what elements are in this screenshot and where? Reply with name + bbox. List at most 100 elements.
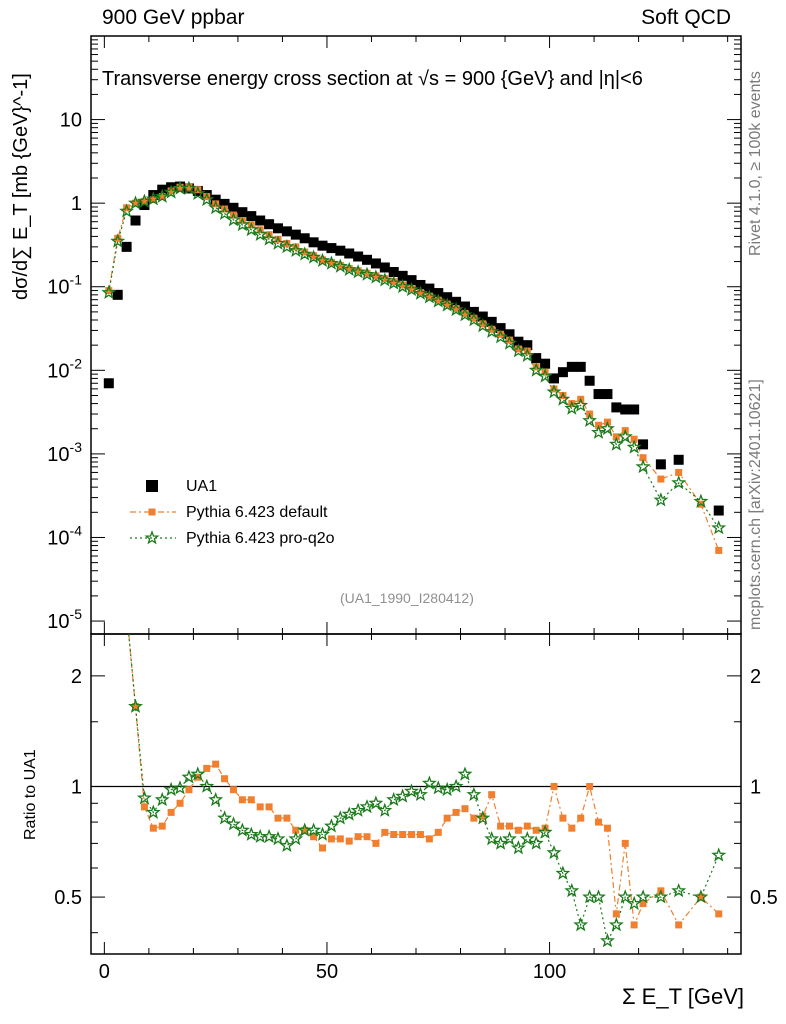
ratio-proq2o-point	[653, 889, 669, 904]
ua1-point	[379, 262, 390, 273]
ratio-axis-label-text: Ratio to UA1	[22, 749, 39, 840]
default-point	[559, 391, 567, 399]
ratio-default-point	[434, 828, 442, 836]
y-tick-label: 10-1	[47, 272, 82, 299]
ratio-proq2o-point	[306, 822, 322, 837]
ua1-point	[468, 306, 479, 317]
ratio-proq2o-point	[234, 822, 250, 837]
ua1-point	[344, 248, 355, 259]
proq2o-point	[430, 293, 446, 308]
ua1-point	[522, 340, 533, 351]
legend-label-default: Pythia 6.423 default	[186, 504, 328, 521]
proq2o-point	[439, 297, 455, 312]
ratio-proq2o-point	[457, 766, 473, 781]
ratio-default-point	[176, 799, 184, 807]
default-point	[114, 234, 122, 242]
default-point	[185, 183, 193, 191]
ratio-default-point	[408, 831, 416, 839]
default-point	[105, 287, 113, 295]
proq2o-point	[252, 226, 268, 241]
proq2o-point	[145, 191, 161, 206]
ratio-default-point	[715, 910, 723, 918]
ua1-point	[549, 373, 560, 384]
ua1-point	[362, 254, 373, 265]
ratio-default-point	[497, 822, 505, 830]
ratio-default-point	[523, 822, 531, 830]
default-point	[194, 186, 202, 194]
ua1-point	[317, 240, 328, 251]
ratio-default-point	[550, 782, 558, 790]
default-point	[470, 314, 478, 322]
ua1-point	[335, 245, 346, 256]
default-point	[630, 435, 638, 443]
ratio-proq2o-point	[226, 816, 241, 831]
proq2o-point	[350, 264, 366, 279]
proq2o-point	[226, 211, 241, 227]
proq2o-point	[359, 266, 375, 281]
proq2o-point	[279, 239, 295, 254]
ratio-proq2o-point	[671, 882, 687, 898]
proq2o-point	[599, 420, 615, 436]
ua1-point	[602, 389, 613, 400]
ua1-point	[673, 454, 684, 465]
default-point	[532, 363, 540, 371]
ua1-point	[566, 361, 577, 372]
ua1-point	[299, 233, 310, 244]
proq2o-point	[297, 246, 313, 261]
ratio-proq2o-point	[519, 831, 535, 846]
ratio-default-line	[128, 634, 720, 928]
default-point	[301, 248, 309, 256]
ratio-default-point	[327, 835, 335, 843]
default-point	[345, 265, 353, 273]
ratio-proq2o-point	[386, 791, 402, 807]
default-point	[336, 261, 344, 269]
ratio-default-point	[390, 831, 398, 839]
ratio-proq2o-point	[350, 802, 366, 817]
ratio-default-point	[274, 814, 282, 822]
mcplots-ref: mcplots.cern.ch [arXiv:2401.10621]	[747, 379, 764, 630]
ratio-default-point	[470, 814, 478, 822]
ratio-default-point	[425, 835, 433, 843]
proq2o-point	[403, 281, 420, 297]
ratio-proq2o-point	[439, 781, 455, 797]
y-tick-label: 1	[71, 193, 82, 215]
ratio-default-point	[630, 921, 638, 929]
ua1-point	[713, 505, 724, 516]
ratio-default-point	[532, 826, 540, 834]
ratio-default-point	[586, 782, 594, 790]
default-point	[176, 183, 184, 191]
ua1-point	[326, 243, 337, 254]
ua1-point	[477, 311, 488, 322]
ratio-proq2o-point	[537, 824, 553, 839]
proq2o-point	[484, 323, 500, 338]
ratio-default-point	[461, 805, 469, 813]
ua1-point	[620, 404, 631, 415]
proq2o-point	[555, 391, 571, 406]
ratio-default-point	[336, 835, 344, 843]
ratio-default-point	[283, 814, 291, 822]
default-point	[310, 252, 318, 260]
proq2o-point	[217, 205, 233, 221]
proq2o-point	[564, 400, 580, 415]
default-point	[390, 278, 398, 286]
ratio-default-point	[319, 844, 327, 852]
ratio-proq2o-point	[359, 799, 375, 814]
ua1-point	[655, 459, 666, 470]
ua1-point	[237, 207, 248, 218]
ratio-proq2o-point	[484, 831, 500, 846]
default-point	[123, 204, 131, 212]
ratio-default-point	[399, 831, 407, 839]
ratio-proq2o-point	[635, 889, 651, 904]
proq2o-point	[306, 249, 322, 264]
ua1-point	[112, 289, 123, 300]
ua1-point	[103, 378, 114, 389]
ratio-default-point	[185, 786, 193, 794]
ratio-proq2o-point	[136, 790, 152, 805]
ratio-default-point	[488, 791, 496, 799]
ua1-point	[281, 226, 292, 237]
ua1-point	[397, 270, 408, 281]
proq2o-point	[608, 436, 624, 451]
default-point	[319, 256, 327, 264]
ratio-default-point	[345, 837, 353, 845]
default-point	[425, 292, 433, 300]
